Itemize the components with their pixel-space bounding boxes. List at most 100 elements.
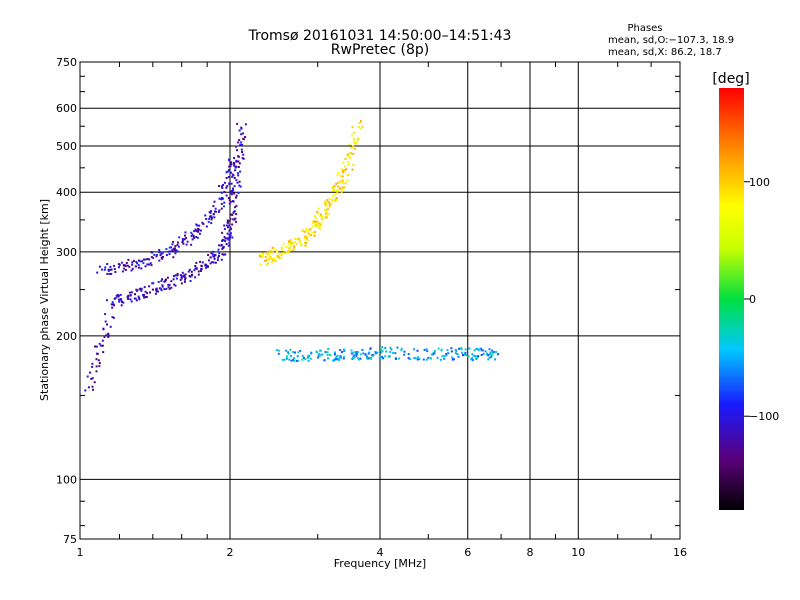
data-point (462, 354, 464, 357)
data-point (223, 224, 226, 227)
data-point (324, 203, 327, 206)
data-point (154, 292, 157, 295)
data-point (113, 268, 116, 271)
data-point (270, 250, 273, 253)
x-tick-label: 2 (227, 546, 234, 559)
data-point (153, 253, 156, 256)
data-point (326, 208, 329, 211)
data-point (340, 356, 342, 359)
data-point (335, 197, 338, 200)
data-point (325, 208, 328, 211)
data-point (283, 251, 286, 254)
data-point (107, 269, 110, 272)
data-point (95, 345, 98, 348)
data-point (332, 189, 335, 192)
data-point (228, 220, 231, 223)
data-point (157, 281, 160, 283)
data-point (214, 207, 217, 210)
data-point (301, 354, 304, 357)
data-point (322, 216, 325, 219)
data-point (208, 217, 211, 220)
data-point (138, 298, 141, 301)
data-point (341, 175, 344, 178)
data-point (174, 252, 177, 255)
y-tick-label: 100 (56, 473, 77, 486)
data-point (95, 370, 98, 373)
data-point (276, 250, 279, 253)
data-point (168, 283, 171, 286)
data-point (212, 261, 215, 264)
y-tick-label: 750 (56, 56, 77, 69)
data-point (163, 288, 166, 291)
data-point (357, 125, 360, 128)
data-point (471, 357, 474, 360)
x-axis-label: Frequency [MHz] (334, 557, 426, 570)
data-point (231, 200, 234, 202)
data-point (228, 202, 231, 205)
data-point (309, 234, 312, 237)
data-point (87, 386, 90, 389)
data-point (307, 356, 310, 359)
data-point (309, 357, 312, 360)
data-point (297, 359, 300, 362)
data-point (340, 168, 343, 171)
data-point (294, 238, 297, 240)
data-point (155, 255, 158, 258)
data-point (140, 289, 143, 292)
data-point (131, 261, 134, 264)
data-point (213, 216, 216, 219)
data-point (297, 351, 300, 354)
data-point (381, 346, 384, 349)
chart-title: Tromsø 20161031 14:50:00–14:51:43 (248, 28, 512, 44)
data-point (464, 351, 467, 354)
data-point (321, 353, 323, 356)
data-point (238, 139, 241, 142)
data-point (369, 347, 372, 350)
data-point (240, 133, 243, 136)
data-point (287, 242, 290, 245)
data-point (389, 351, 392, 353)
data-point (313, 234, 316, 237)
data-point (90, 377, 93, 380)
data-point (350, 152, 353, 155)
data-point (227, 197, 230, 200)
data-point (170, 280, 173, 283)
data-point (315, 225, 318, 228)
data-point (127, 294, 130, 297)
data-point (380, 348, 383, 351)
data-point (146, 292, 149, 295)
data-point (339, 355, 342, 358)
data-point (286, 251, 288, 254)
data-point (223, 190, 226, 193)
data-point (241, 144, 244, 146)
data-point (317, 356, 320, 359)
data-point (228, 158, 230, 161)
data-point (189, 275, 192, 278)
data-point (110, 268, 113, 271)
data-point (113, 297, 116, 300)
data-point (292, 246, 295, 249)
data-point (173, 249, 176, 252)
data-point (227, 238, 230, 241)
data-point (239, 143, 242, 146)
data-point (489, 351, 492, 354)
data-point (273, 247, 275, 250)
data-point (233, 164, 236, 167)
data-point (89, 371, 91, 374)
data-point (193, 269, 196, 272)
data-point (241, 151, 244, 153)
data-point (124, 264, 127, 267)
data-point (211, 261, 214, 264)
data-point (333, 193, 336, 196)
data-point (335, 182, 338, 185)
data-point (227, 176, 230, 178)
data-point (465, 354, 468, 356)
data-point (441, 355, 444, 358)
data-point (226, 185, 229, 188)
data-point (326, 351, 329, 354)
data-point (216, 259, 219, 261)
data-point (118, 266, 120, 269)
data-point (480, 347, 483, 350)
data-point (117, 294, 120, 297)
